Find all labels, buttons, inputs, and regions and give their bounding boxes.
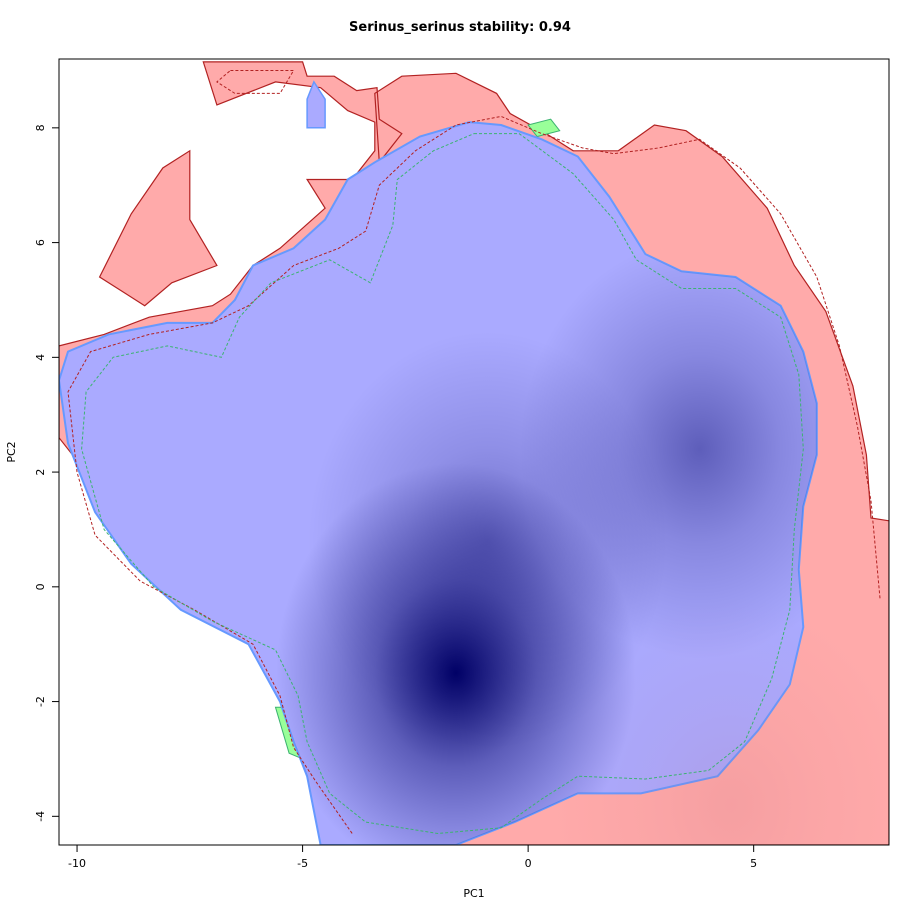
density-peak bbox=[551, 594, 889, 845]
y-tick-label: 4 bbox=[34, 354, 47, 361]
stable-region-notch bbox=[306, 80, 326, 129]
y-tick-label: 0 bbox=[34, 583, 47, 590]
dashed-contour-red bbox=[216, 70, 295, 94]
dashed-contour-red-outer bbox=[67, 115, 881, 834]
plot-frame bbox=[58, 58, 890, 846]
density-peak bbox=[307, 330, 668, 751]
plot-area bbox=[59, 61, 889, 845]
x-tick-label: -10 bbox=[68, 857, 86, 870]
axes: -10 -5 0 5 -4 -2 0 2 4 6 8 PC1 PC2 bbox=[5, 124, 757, 900]
density-shading bbox=[275, 239, 817, 845]
x-axis-label: PC1 bbox=[463, 887, 484, 900]
x-tick-label: -5 bbox=[297, 857, 308, 870]
y-tick-label: 8 bbox=[34, 124, 47, 131]
y-axis-label: PC2 bbox=[5, 441, 18, 462]
x-tick-label: 0 bbox=[525, 857, 532, 870]
dashed-contour-green bbox=[81, 133, 804, 835]
unstable-region-island bbox=[98, 149, 218, 307]
x-tick-label: 5 bbox=[750, 857, 757, 870]
y-tick-label: -2 bbox=[34, 696, 47, 707]
y-tick-label: -4 bbox=[34, 811, 47, 822]
y-tick-label: 6 bbox=[34, 239, 47, 246]
green-patch bbox=[527, 118, 561, 138]
chart-title: Serinus_serinus stability: 0.94 bbox=[349, 20, 571, 35]
y-tick-label: 2 bbox=[34, 469, 47, 476]
